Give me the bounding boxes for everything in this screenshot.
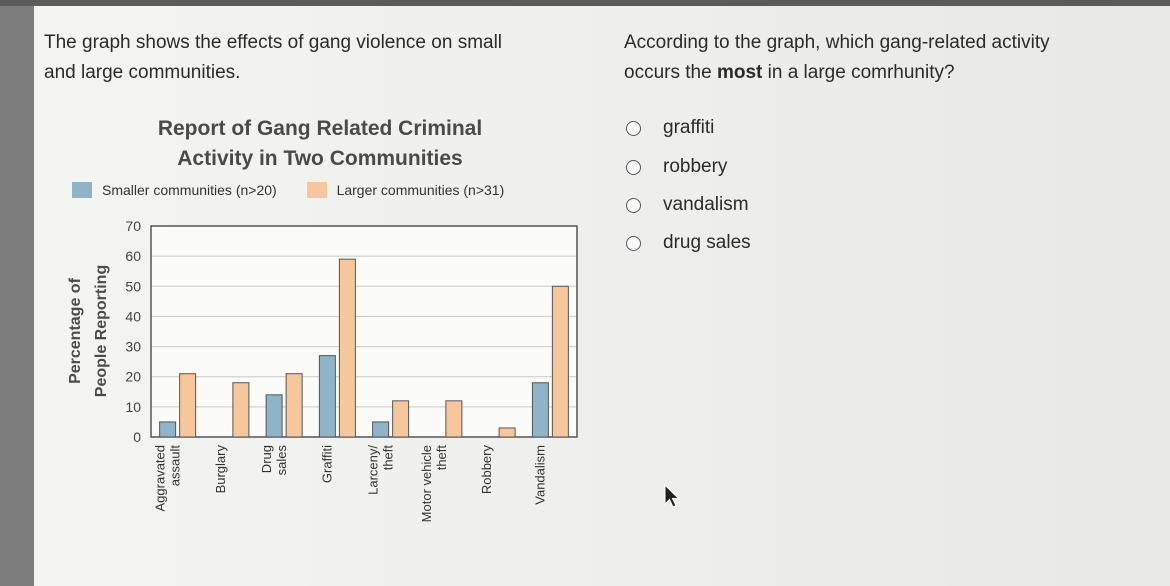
x-tick-label: Drug bbox=[259, 445, 274, 473]
bar-larger-communities bbox=[285, 373, 303, 438]
answer-option-vandalism[interactable]: vandalism bbox=[626, 191, 749, 219]
plot-frame bbox=[150, 225, 578, 438]
bar-larger-communities bbox=[392, 400, 410, 438]
bar-larger-communities bbox=[498, 427, 516, 438]
x-tick-label: Vandalism bbox=[532, 445, 547, 505]
x-tick-label: Graffiti bbox=[319, 445, 334, 483]
x-tick-label: Larceny/ bbox=[366, 445, 381, 495]
bar-larger-communities bbox=[551, 285, 569, 438]
option-label: drug sales bbox=[663, 232, 751, 253]
question-stem: The graph shows the effects of gang viol… bbox=[44, 28, 584, 88]
mouse-pointer-icon bbox=[664, 484, 680, 508]
y-tick-label: 0 bbox=[133, 429, 141, 445]
y-axis-title-line-1: Percentage of bbox=[67, 277, 84, 383]
bar-smaller-communities bbox=[159, 421, 177, 438]
plot-area bbox=[151, 226, 577, 437]
bar-smaller-communities bbox=[265, 394, 283, 438]
x-tick-label: sales bbox=[274, 445, 289, 476]
x-tick-label: Aggravated bbox=[153, 445, 168, 512]
bar-smaller-communities bbox=[531, 382, 549, 438]
legend-label-small: Smaller communities (n>20) bbox=[102, 182, 277, 198]
prompt-line-2: occurs the most in a large comrhunity? bbox=[624, 58, 1144, 88]
chart-legend: Smaller communities (n>20) Larger commun… bbox=[72, 182, 504, 198]
bar-larger-communities bbox=[445, 400, 463, 438]
option-label: vandalism bbox=[663, 194, 749, 215]
legend-label-large: Larger communities (n>31) bbox=[336, 182, 505, 198]
bar-smaller-communities bbox=[318, 355, 336, 438]
question-prompt: According to the graph, which gang-relat… bbox=[624, 28, 1144, 88]
x-tick-label: theft bbox=[434, 445, 449, 471]
bar-larger-communities bbox=[179, 373, 197, 438]
x-tick-label: Burglary bbox=[213, 445, 228, 494]
y-tick-label: 60 bbox=[125, 248, 141, 264]
option-label: robbery bbox=[663, 156, 728, 177]
y-tick-label: 40 bbox=[125, 308, 141, 324]
x-tick-label: Robbery bbox=[479, 445, 494, 495]
radio-button[interactable] bbox=[626, 197, 641, 213]
stem-line-2: and large communities. bbox=[44, 62, 241, 83]
y-tick-label: 10 bbox=[125, 399, 141, 415]
prompt-text-before: occurs the bbox=[624, 62, 717, 83]
x-tick-label: theft bbox=[381, 445, 396, 471]
option-label: graffiti bbox=[663, 117, 715, 138]
radio-button[interactable] bbox=[626, 120, 641, 136]
prompt-line-1: According to the graph, which gang-relat… bbox=[624, 32, 1050, 53]
stem-line-1: The graph shows the effects of gang viol… bbox=[44, 32, 503, 53]
x-tick-label: Motor vehicle bbox=[419, 445, 434, 522]
y-axis-title-line-2: People Reporting bbox=[93, 265, 110, 397]
legend-swatch-small bbox=[72, 182, 92, 198]
answer-option-drug-sales[interactable]: drug sales bbox=[626, 229, 751, 257]
prompt-emphasis: most bbox=[716, 62, 763, 83]
bar-larger-communities bbox=[232, 382, 250, 438]
radio-button[interactable] bbox=[626, 159, 641, 175]
answer-option-graffiti[interactable]: graffiti bbox=[626, 114, 714, 142]
y-tick-label: 50 bbox=[125, 278, 141, 294]
y-tick-label: 70 bbox=[125, 218, 141, 234]
chart-title: Report of Gang Related Criminal Activity… bbox=[60, 114, 580, 174]
radio-button[interactable] bbox=[626, 235, 641, 251]
prompt-text-after: in a large comrhunity? bbox=[762, 62, 955, 83]
bar-chart: 0 10 20 30 40 50 60 70 Percentage of People Repor… bbox=[67, 218, 578, 522]
y-tick-label: 20 bbox=[125, 369, 141, 385]
chart-title-line-1: Report of Gang Related Criminal bbox=[157, 117, 483, 140]
bar-larger-communities bbox=[338, 258, 356, 438]
legend-swatch-large bbox=[306, 182, 327, 198]
x-tick-label: assault bbox=[168, 445, 183, 487]
top-bar bbox=[0, 0, 1170, 6]
chart-title-line-2: Activity in Two Communities bbox=[177, 147, 463, 170]
answer-option-robbery[interactable]: robbery bbox=[626, 153, 727, 181]
y-tick-label: 30 bbox=[125, 339, 141, 355]
bar-smaller-communities bbox=[372, 421, 390, 438]
